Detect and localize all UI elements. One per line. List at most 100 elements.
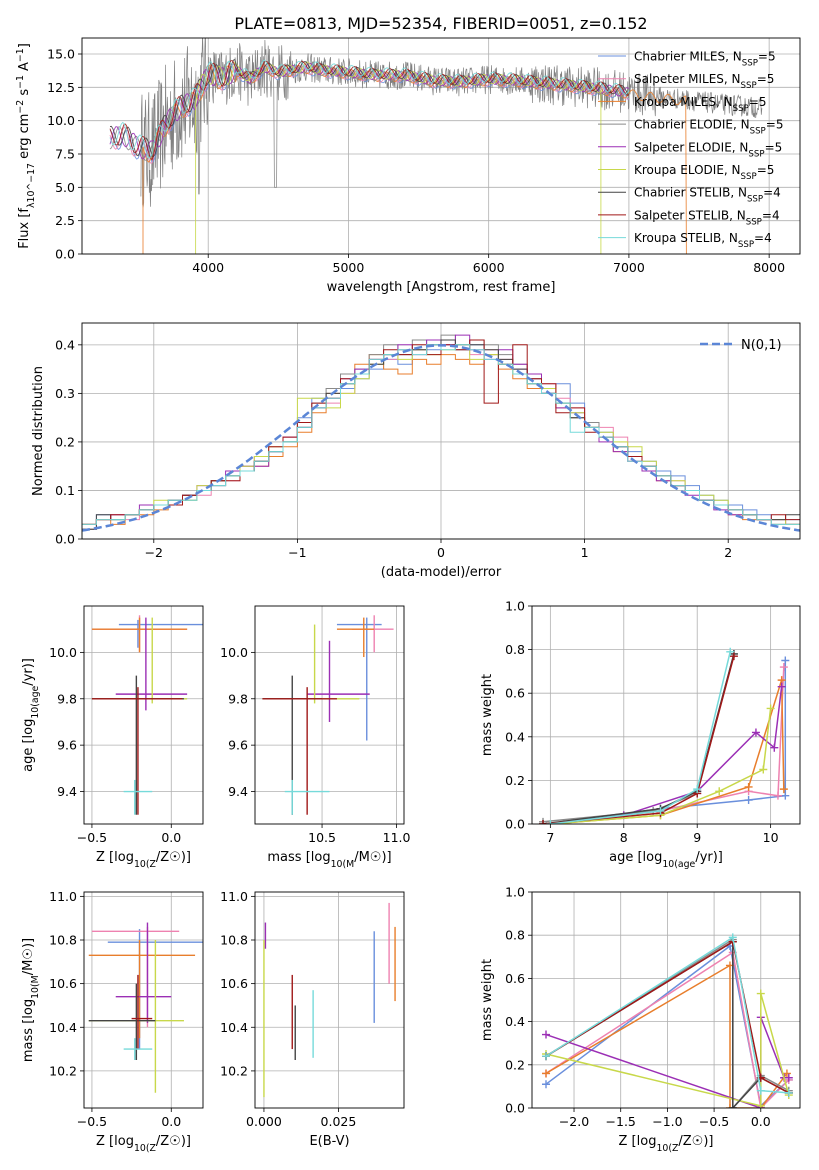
tick-label-x: 7000: [613, 260, 645, 275]
plot-area-weight_vs_age: [539, 647, 790, 824]
legend-label: Salpeter MILES, NSSP=5: [634, 72, 774, 91]
weight-marker: [542, 1052, 551, 1061]
legend-label: Salpeter ELODIE, NSSP=5: [634, 140, 782, 159]
tick-label-y: 0.4: [505, 1014, 525, 1029]
axis-label-y: Flux [fλ10^−17 erg cm−2 s−1 A−1]: [15, 43, 37, 249]
tick-label-y: 9.8: [57, 691, 77, 706]
weight-line: [542, 653, 735, 824]
weight-marker: [779, 663, 788, 672]
axes-frame: [81, 322, 801, 540]
tick-label-x: −0.5: [699, 1114, 729, 1129]
axes-spectrum: 4000 5000 6000 7000 8000 0.0 2.5 5.0 7.5 10.0 12.5…: [15, 37, 801, 295]
tick-label-x: −2: [145, 545, 163, 560]
plot-area-mass_vs_z: [88, 922, 203, 1093]
axes-frame: [254, 891, 405, 1109]
model-spectrum-line: [109, 62, 630, 160]
weight-marker: [759, 765, 768, 774]
tick-label-y: 1.0: [505, 599, 525, 614]
tick-label-x: −1: [288, 545, 306, 560]
legend-label: N(0,1): [741, 338, 782, 353]
weight-line: [545, 936, 789, 1094]
axis-label-x: E(B-V): [309, 1134, 349, 1149]
axes-weight_vs_z: −2.0 −1.5 −1.0 −0.5 0.0 0.0 0.2 0.4 0.6 0.8 1.0 Z […: [480, 885, 801, 1154]
tick-label-x: 4000: [192, 260, 224, 275]
tick-label-y: 10.0: [47, 113, 75, 128]
weight-marker: [542, 1080, 551, 1089]
tick-label-y: 10.8: [49, 933, 77, 948]
axis-label-y: Normed distribution: [31, 366, 46, 496]
weight-line: [545, 940, 790, 1094]
tick-label-x: 11.0: [383, 830, 411, 845]
axes-frame: [83, 891, 204, 1109]
weight-marker: [779, 785, 788, 794]
legend-residuals: N(0,1): [700, 338, 782, 353]
tick-label-x: 0.000: [246, 1114, 282, 1129]
tick-label-x: 10: [763, 830, 779, 845]
tick-label-x: 7: [546, 830, 554, 845]
weight-marker: [729, 652, 738, 661]
tick-label-y: 1.0: [505, 885, 525, 900]
axis-label-y: mass weight: [480, 674, 495, 756]
axes-weight_vs_age: 7 8 9 10 0.0 0.2 0.4 0.6 0.8 1.0 age [log10(age/yr…: [480, 599, 801, 870]
tick-label-y: 0.8: [505, 642, 525, 657]
tick-label-x: −1.0: [652, 1114, 682, 1129]
tick-label-y: 5.0: [55, 180, 75, 195]
weight-line: [542, 655, 735, 824]
grid-mass_vs_z: [84, 892, 203, 1108]
tick-label-y: 0.0: [505, 817, 525, 832]
tick-label-y: 9.4: [228, 784, 248, 799]
axes-residuals: −2 −1 0 1 2 0.0 0.1 0.2 0.3 0.4 (data-model)/error…: [31, 322, 801, 580]
plot-area-age_vs_z: [91, 615, 203, 815]
tick-label-y: 0.8: [505, 928, 525, 943]
axis-label-x: age [log10(age/yr)]: [609, 850, 723, 870]
tick-label-x: −1.5: [606, 1114, 636, 1129]
axes-frame: [531, 605, 801, 825]
axis-label-y: mass weight: [480, 959, 495, 1041]
tick-label-y: 0.4: [505, 729, 525, 744]
weight-marker: [777, 682, 786, 691]
tick-label-y: 9.4: [57, 784, 77, 799]
weight-line: [545, 951, 790, 1108]
tick-label-x: 9: [693, 830, 701, 845]
tick-label-y: 10.6: [49, 976, 77, 991]
legend-label: Chabrier STELIB, NSSP=4: [634, 186, 781, 205]
tick-label-y: 10.0: [220, 645, 248, 660]
weight-marker: [728, 933, 737, 942]
weight-marker: [756, 1086, 765, 1095]
tick-label-y: 10.2: [49, 1063, 77, 1078]
axis-label-x: wavelength [Angstrom, rest frame]: [327, 280, 556, 295]
weight-marker: [546, 820, 555, 824]
plot-area-spectrum: [109, 38, 763, 254]
plot-area-residuals: [82, 334, 800, 539]
weight-marker: [781, 656, 790, 665]
model-spectrum-line: [109, 58, 630, 158]
weight-marker: [656, 806, 665, 815]
tick-label-x: 0: [437, 545, 445, 560]
tick-label-y: 0.4: [55, 337, 75, 352]
tick-label-x: 0.025: [321, 1114, 357, 1129]
figure-title: PLATE=0813, MJD=52354, FIBERID=0051, z=0…: [234, 14, 647, 33]
plot-area-age_vs_mass: [262, 615, 394, 815]
plot-area-mass_vs_ebv: [263, 902, 396, 1098]
weight-marker: [728, 1104, 737, 1108]
tick-label-x: 10.5: [308, 830, 336, 845]
tick-label-y: 0.2: [55, 434, 75, 449]
legend-label: Chabrier MILES, NSSP=5: [634, 50, 776, 69]
tick-label-y: 0.0: [55, 247, 75, 262]
weight-marker: [756, 989, 765, 998]
weight-marker: [751, 728, 760, 737]
tick-label-x: −0.5: [77, 830, 107, 845]
axes-mass_vs_ebv: 0.000 0.025 10.2 10.4 10.6 10.8 11.0 E(B-V): [220, 889, 405, 1149]
tick-label-y: 7.5: [55, 147, 75, 162]
model-spectrum-line: [142, 64, 687, 254]
weight-marker: [715, 787, 724, 796]
tick-label-y: 0.6: [505, 686, 525, 701]
weight-line: [545, 993, 790, 1107]
legend-label: Kroupa ELODIE, NSSP=5: [634, 163, 774, 182]
model-spectrum-line: [109, 59, 629, 161]
axis-label-x: Z [log10(Z/Z☉)]: [96, 850, 191, 870]
axes-age_vs_z: −0.5 0.0 9.4 9.6 9.8 10.0 Z [log10(Z/Z☉)] age […: [21, 605, 204, 870]
axes-frame: [254, 605, 405, 825]
tick-label-x: 0.0: [161, 830, 181, 845]
